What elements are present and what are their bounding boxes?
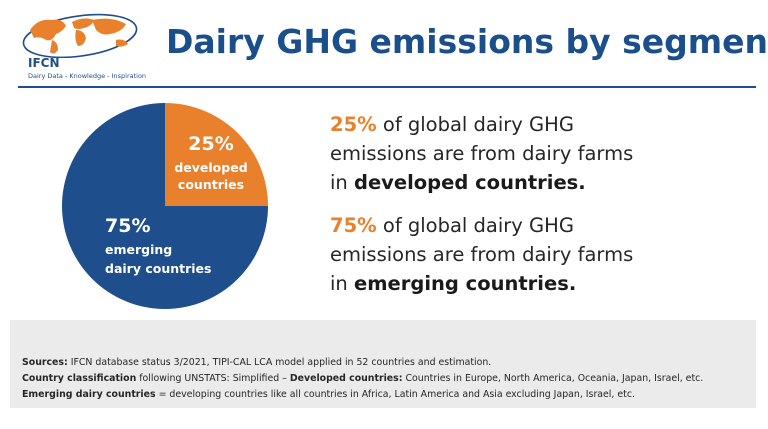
statement-developed: 25% of global dairy GHG emissions are fr…	[330, 110, 633, 197]
footer-sources-text: IFCN database status 3/2021, TIPI-CAL LC…	[67, 357, 492, 368]
footer-emerging: Emerging dairy countries = developing co…	[22, 387, 756, 403]
statement-developed-line1: of global dairy GHG	[376, 113, 574, 136]
statement-emerging-bold: emerging countries.	[353, 272, 577, 295]
footer-emerging-label: Emerging dairy countries	[22, 389, 156, 400]
footer-classification: Country classification following UNSTATS…	[22, 371, 756, 387]
slice-label-developed-pct: 25%	[188, 133, 233, 155]
slice-label-emerging-line1: emerging	[105, 242, 172, 257]
globe-map-icon	[22, 13, 138, 58]
statement-developed-prefix: in	[330, 171, 354, 194]
statement-emerging-prefix: in	[330, 272, 354, 295]
slice-label-emerging-line2: dairy countries	[105, 261, 211, 276]
slice-label-emerging-pct: 75%	[105, 215, 150, 237]
statement-emerging-line2: emissions are from dairy farms	[330, 243, 634, 266]
slice-label-developed-line2: countries	[178, 177, 244, 192]
pie-slice-developed	[165, 103, 268, 206]
statement-emerging-pct: 75%	[330, 214, 377, 237]
slice-label-developed-line1: developed	[174, 160, 247, 175]
statement-emerging-line1: of global dairy GHG	[376, 214, 574, 237]
statement-emerging: 75% of global dairy GHG emissions are fr…	[330, 211, 633, 298]
logo-name: IFCN	[28, 56, 60, 70]
statement-developed-bold: developed countries.	[353, 171, 586, 194]
footer-emerging-text: = developing countries like all countrie…	[155, 389, 635, 400]
footer-classification-label: Country classification	[22, 373, 137, 384]
footer-notes: Sources: IFCN database status 3/2021, TI…	[10, 320, 756, 408]
footer-sources-label: Sources:	[22, 357, 68, 368]
footer-classification-text: following UNSTATS: Simplified –	[136, 373, 290, 384]
pie-chart: 25% developed countries 75% emerging dai…	[62, 103, 268, 309]
footer-developed-text: Countries in Europe, North America, Ocea…	[402, 373, 704, 384]
ifcn-logo: IFCN Dairy Data - Knowledge - Inspiratio…	[22, 12, 146, 80]
pie-slice-emerging	[62, 103, 268, 309]
footer-developed-label: Developed countries:	[289, 373, 403, 384]
logo-tagline: Dairy Data - Knowledge - Inspiration	[28, 72, 147, 80]
statement-developed-line2: emissions are from dairy farms	[330, 142, 634, 165]
page-title: Dairy GHG emissions by segments	[166, 22, 768, 61]
footer-sources: Sources: IFCN database status 3/2021, TI…	[22, 355, 756, 371]
statement-developed-pct: 25%	[330, 113, 377, 136]
header-divider	[18, 86, 756, 88]
